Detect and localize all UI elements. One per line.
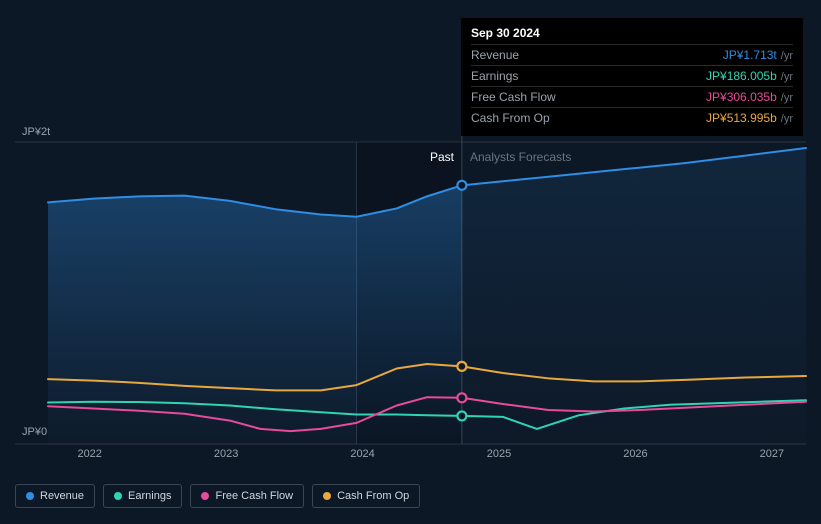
legend-dot-icon <box>323 492 331 500</box>
legend: Revenue Earnings Free Cash Flow Cash From O… <box>15 484 420 508</box>
tooltip-row-label: Revenue <box>471 48 519 62</box>
x-axis: 2022 2023 2024 2025 2026 2027 <box>15 448 806 464</box>
tooltip-row: Revenue JP¥1.713t/yr <box>471 44 793 65</box>
tooltip-row-value: JP¥186.005b/yr <box>706 69 793 83</box>
tooltip-row-value: JP¥1.713t/yr <box>723 48 793 62</box>
tooltip-row: Free Cash Flow JP¥306.035b/yr <box>471 86 793 107</box>
x-tick: 2027 <box>760 448 784 460</box>
legend-item[interactable]: Free Cash Flow <box>190 484 304 508</box>
x-tick: 2025 <box>487 448 511 460</box>
legend-dot-icon <box>26 492 34 500</box>
x-tick: 2022 <box>77 448 101 460</box>
x-tick: 2026 <box>623 448 647 460</box>
chart-container: JP¥2t JP¥0 Past Analysts Forecasts Sep 3… <box>0 0 821 524</box>
x-tick: 2024 <box>350 448 374 460</box>
legend-item[interactable]: Revenue <box>15 484 95 508</box>
tooltip-row: Cash From Op JP¥513.995b/yr <box>471 107 793 128</box>
legend-label: Earnings <box>128 490 171 502</box>
legend-label: Revenue <box>40 490 84 502</box>
tooltip: Sep 30 2024 Revenue JP¥1.713t/yr Earnings J… <box>461 18 803 136</box>
tooltip-row-value: JP¥513.995b/yr <box>706 111 793 125</box>
legend-item[interactable]: Cash From Op <box>312 484 420 508</box>
period-past-label: Past <box>15 150 462 164</box>
tooltip-row-value: JP¥306.035b/yr <box>706 90 793 104</box>
period-labels: Past Analysts Forecasts <box>15 148 806 166</box>
period-forecast-label: Analysts Forecasts <box>462 150 806 164</box>
legend-item[interactable]: Earnings <box>103 484 182 508</box>
tooltip-date: Sep 30 2024 <box>471 26 793 44</box>
x-tick: 2023 <box>214 448 238 460</box>
y-axis-min-label: JP¥0 <box>22 426 47 438</box>
tooltip-row-label: Cash From Op <box>471 111 550 125</box>
legend-label: Free Cash Flow <box>215 490 293 502</box>
tooltip-row: Earnings JP¥186.005b/yr <box>471 65 793 86</box>
tooltip-row-label: Earnings <box>471 69 518 83</box>
legend-label: Cash From Op <box>337 490 409 502</box>
tooltip-row-label: Free Cash Flow <box>471 90 556 104</box>
legend-dot-icon <box>114 492 122 500</box>
y-axis-max-label: JP¥2t <box>22 126 50 138</box>
legend-dot-icon <box>201 492 209 500</box>
